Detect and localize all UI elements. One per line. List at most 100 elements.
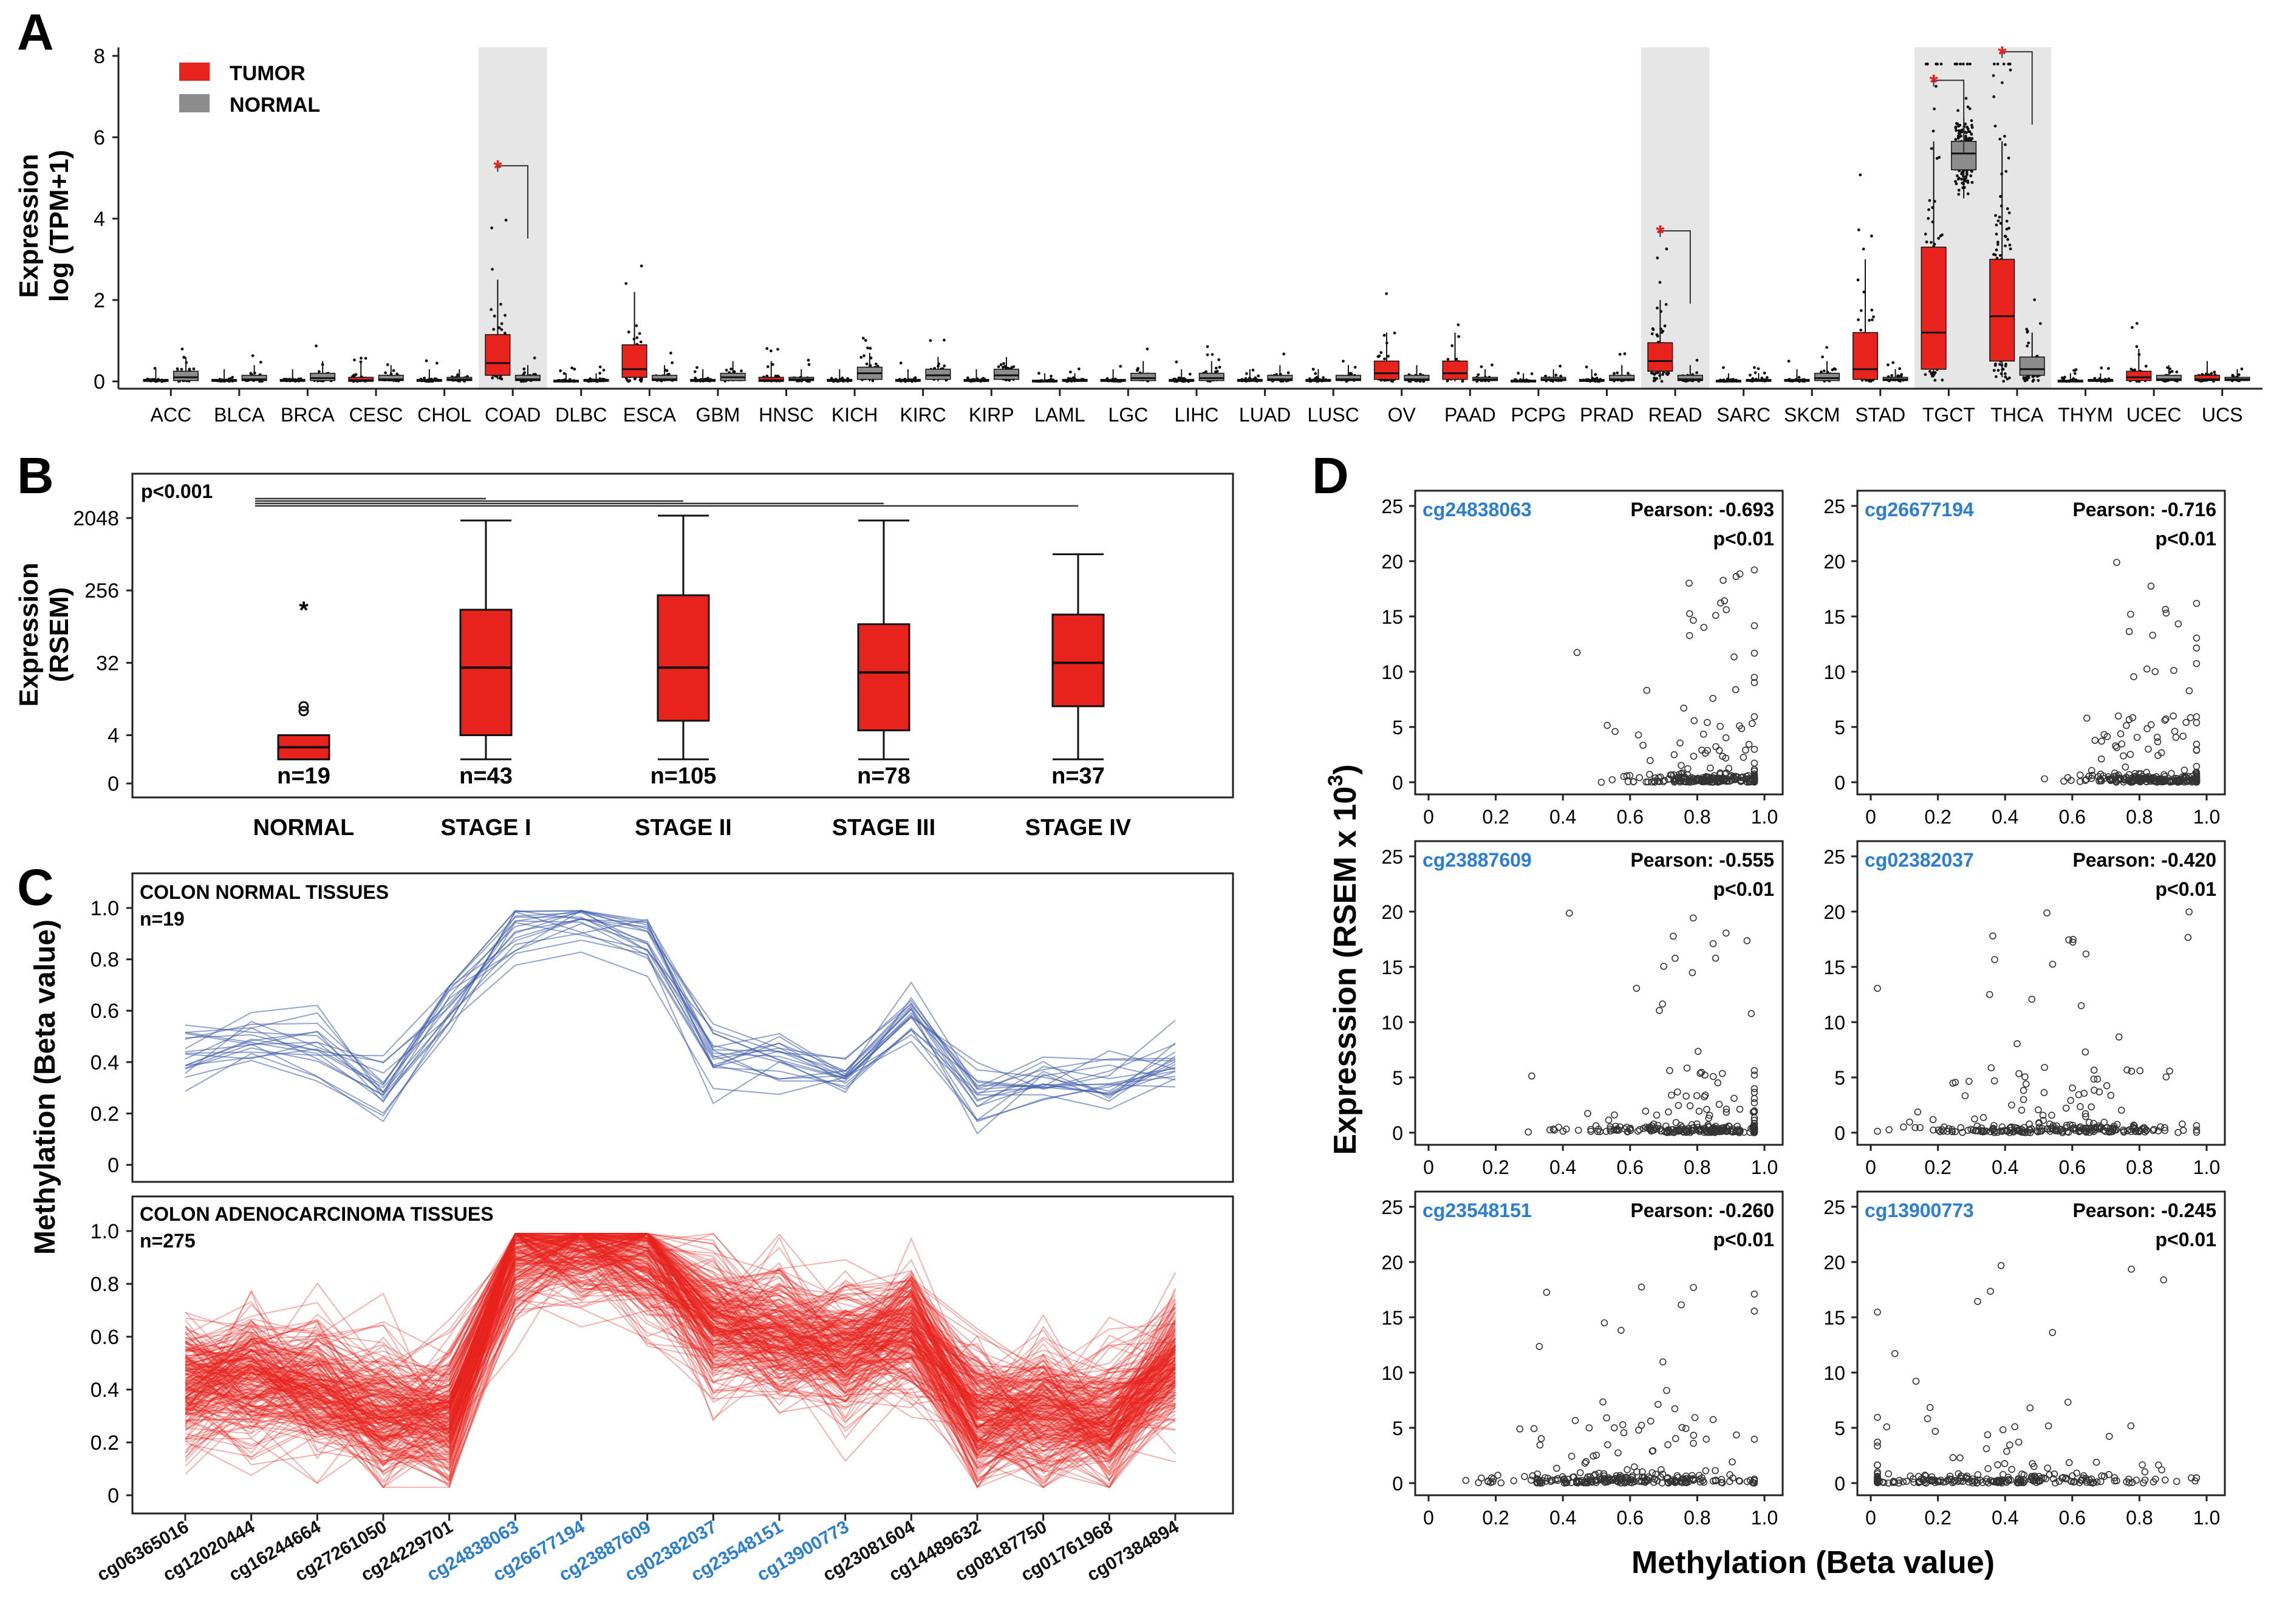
methylation-line-normal: [185, 910, 1176, 1099]
methylation-line-tumor: [185, 1233, 1176, 1428]
scatter-point: [1576, 1469, 1584, 1476]
scatter-pearson: Pearson: -0.420: [2072, 849, 2216, 871]
scatter-point: [2139, 1461, 2146, 1469]
jitter-point: [1390, 379, 1393, 383]
scatter-point: [1924, 1415, 1931, 1422]
methylation-line-tumor: [185, 1262, 1176, 1451]
scatter-point: [2143, 665, 2151, 673]
jitter-point: [180, 347, 184, 351]
jitter-point: [1937, 236, 1941, 240]
jitter-point: [694, 377, 697, 380]
scatter-point: [1494, 1472, 1501, 1479]
methylation-line-tumor: [185, 1233, 1176, 1419]
jitter-point: [1935, 84, 1938, 88]
box-tumor-stad: [1853, 332, 1879, 380]
scatter-point: [1636, 774, 1643, 782]
jitter-point: [1188, 372, 1192, 376]
box-normal-ucec: [2156, 375, 2182, 381]
jitter-point: [1616, 371, 1619, 375]
scatter-frame: [1414, 490, 1784, 796]
scatter-point: [2168, 769, 2175, 777]
methylation-line-tumor: [185, 1233, 1176, 1451]
jitter-point: [776, 374, 780, 378]
jitter-point: [1348, 372, 1352, 375]
scatter-point: [1690, 1439, 1697, 1447]
jitter-point: [2107, 367, 2110, 370]
jitter-point: [1623, 352, 1627, 355]
scatter-point: [2185, 908, 2193, 916]
methylation-line-tumor: [185, 1261, 1176, 1489]
jitter-point: [1385, 292, 1388, 295]
jitter-point: [1959, 134, 1963, 138]
jitter-point: [914, 376, 917, 380]
methylation-line-tumor: [185, 1233, 1176, 1430]
panel-b-ytick-label: 4: [108, 725, 119, 748]
jitter-point: [1964, 134, 1967, 138]
scatter-pvalue: p<0.01: [1713, 878, 1774, 900]
scatter-point: [1636, 1126, 1644, 1133]
jitter-point: [1322, 376, 1325, 380]
scatter-pvalue: p<0.01: [2155, 528, 2216, 550]
jitter-point: [1544, 374, 1547, 378]
scatter-point: [2018, 1107, 2026, 1114]
scatter-xtick-label: 0.4: [1549, 1156, 1576, 1178]
jitter-point: [2144, 364, 2148, 368]
jitter-point: [1941, 378, 1944, 382]
scatter-point: [2041, 1063, 2048, 1071]
panel-b-n-label: n=43: [459, 763, 513, 789]
jitter-point: [2073, 372, 2077, 375]
scatter-point: [1543, 1289, 1551, 1296]
jitter-point: [598, 365, 602, 369]
methylation-line-tumor: [185, 1233, 1176, 1421]
scatter-point: [1712, 743, 1719, 751]
methylation-line-tumor: [185, 1268, 1176, 1462]
scatter-point: [2103, 1082, 2111, 1090]
jitter-point: [2060, 376, 2064, 380]
scatter-xtick-label: 1.0: [2193, 806, 2220, 828]
methylation-line-tumor: [185, 1278, 1176, 1483]
methylation-line-tumor: [185, 1234, 1176, 1464]
methylation-line-tumor: [185, 1233, 1176, 1423]
methylation-line-tumor: [185, 1237, 1176, 1439]
jitter-point: [2032, 378, 2035, 382]
scatter-point: [1742, 746, 1749, 754]
scatter-point: [1974, 1298, 1981, 1305]
panel-c-ytick-label: 0.2: [90, 1102, 119, 1125]
scatter-point: [1599, 1398, 1607, 1406]
panel-b-ytick-label: 256: [84, 579, 119, 602]
methylation-line-tumor: [185, 1250, 1176, 1450]
scatter-point: [1997, 1262, 2005, 1269]
jitter-point: [1656, 256, 1659, 260]
jitter-point: [1965, 172, 1969, 176]
jitter-point: [500, 377, 504, 381]
jitter-point: [1857, 228, 1860, 231]
jitter-point: [2100, 366, 2103, 370]
scatter-point: [1653, 1111, 1661, 1119]
methylation-line-tumor: [185, 1233, 1176, 1447]
scatter-point: [2128, 1265, 2135, 1273]
scatter-ytick-label: 5: [1392, 1067, 1403, 1089]
scatter-point: [2187, 714, 2194, 722]
panel-c-ytick-label: 0.4: [90, 1379, 119, 1402]
significance-bracket-thca: [2001, 51, 2033, 125]
panel-c-ytick-label: 0.8: [90, 1273, 119, 1296]
category-label-read: READ: [1648, 404, 1702, 426]
scatter-point: [1712, 1467, 1719, 1475]
jitter-point: [251, 354, 254, 358]
jitter-point: [2033, 298, 2037, 302]
box-normal-blca: [241, 375, 267, 381]
methylation-line-tumor: [185, 1233, 1176, 1467]
jitter-point: [1969, 174, 1973, 177]
jitter-point: [1961, 63, 1965, 66]
jitter-point: [1037, 372, 1040, 375]
scatter-point: [2060, 777, 2068, 785]
jitter-point: [1206, 345, 1209, 349]
scatter-point: [2075, 1091, 2083, 1099]
panel-b: B Expression (RSEM) p<0.001 04322562048n…: [14, 447, 1234, 841]
jitter-point: [392, 369, 395, 372]
methylation-line-normal: [185, 910, 1176, 1135]
scatter-point: [1699, 731, 1707, 738]
panel-b-frame: [131, 473, 1234, 799]
scatter-point: [2122, 722, 2130, 729]
